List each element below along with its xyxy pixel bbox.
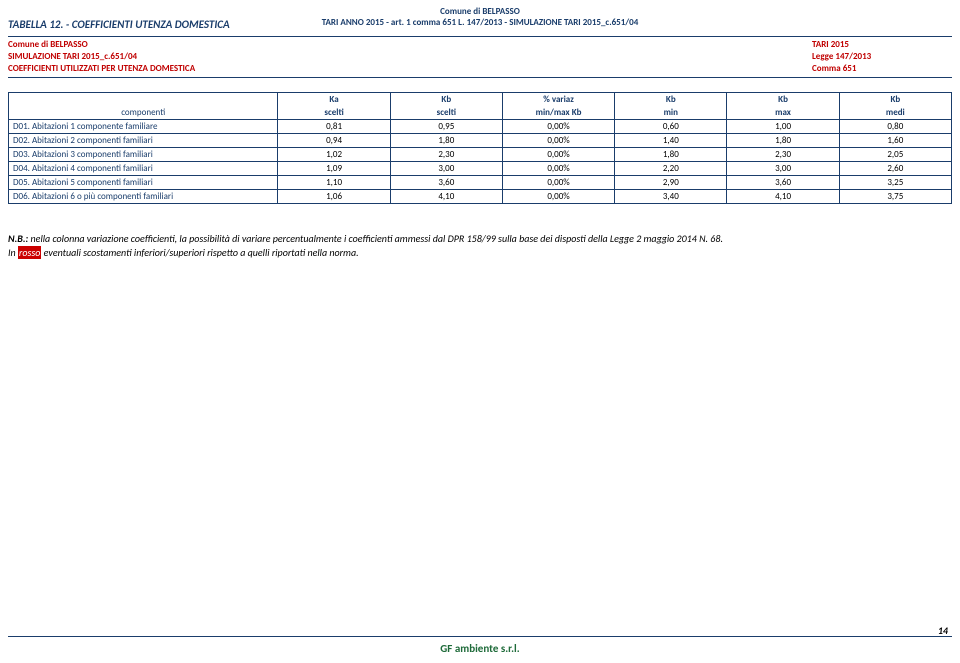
table-cell: 0,60 <box>615 120 727 134</box>
info-left-line3: COEFFICIENTI UTILIZZATI PER UTENZA DOMES… <box>8 63 752 75</box>
table-cell: 2,90 <box>615 176 727 190</box>
table-cell: 0,80 <box>839 120 951 134</box>
table-cell: 2,60 <box>839 162 951 176</box>
table-row-label: D06. Abitazioni 6 o più componenti famil… <box>9 190 278 204</box>
table-cell: 0,00% <box>502 134 614 148</box>
table-cell: 0,00% <box>502 148 614 162</box>
table-row: D06. Abitazioni 6 o più componenti famil… <box>9 190 952 204</box>
footnote-prefix: N.B.: <box>8 232 31 245</box>
coefficients-table: KaKb% variazKbKbKb componentisceltiscelt… <box>8 92 952 204</box>
table-header-bot-cell: max <box>727 106 839 120</box>
footnote-rosso: rosso <box>18 246 41 259</box>
table-header-top-cell: Kb <box>839 93 951 107</box>
table-row-label: D05. Abitazioni 5 componenti familiari <box>9 176 278 190</box>
table-cell: 4,10 <box>390 190 502 204</box>
table-cell: 4,10 <box>727 190 839 204</box>
footnote-line2-prefix: In <box>8 246 18 259</box>
table-body: D01. Abitazioni 1 componente familiare0,… <box>9 120 952 204</box>
info-right-line1: TARI 2015 <box>812 39 952 51</box>
info-right-line2: Legge 147/2013 <box>812 51 952 63</box>
table-cell: 1,80 <box>727 134 839 148</box>
table-header-top-cell <box>9 93 278 107</box>
table-row: D05. Abitazioni 5 componenti familiari1,… <box>9 176 952 190</box>
header-line1: Comune di BELPASSO <box>0 6 960 17</box>
table-row: D03. Abitazioni 3 componenti familiari1,… <box>9 148 952 162</box>
table-header-bot-cell: medi <box>839 106 951 120</box>
table-cell: 0,00% <box>502 190 614 204</box>
table-cell: 1,00 <box>727 120 839 134</box>
table-cell: 0,00% <box>502 176 614 190</box>
info-right: TARI 2015 Legge 147/2013 Comma 651 <box>752 39 952 75</box>
table-header-bot-cell: min <box>615 106 727 120</box>
table-row-label: D01. Abitazioni 1 componente familiare <box>9 120 278 134</box>
info-left: Comune di BELPASSO SIMULAZIONE TARI 2015… <box>8 39 752 75</box>
table-cell: 2,30 <box>390 148 502 162</box>
table-cell: 0,95 <box>390 120 502 134</box>
info-left-line2: SIMULAZIONE TARI 2015_c.651/04 <box>8 51 752 63</box>
table-cell: 2,20 <box>615 162 727 176</box>
table-cell: 0,81 <box>278 120 390 134</box>
table-header-top-cell: Ka <box>278 93 390 107</box>
table-cell: 1,60 <box>839 134 951 148</box>
table-row: D04. Abitazioni 4 componenti familiari1,… <box>9 162 952 176</box>
footer-line <box>8 636 952 637</box>
table-header-row-bot: componentisceltisceltimin/max Kbminmaxme… <box>9 106 952 120</box>
info-block: Comune di BELPASSO SIMULAZIONE TARI 2015… <box>8 36 952 78</box>
table-cell: 3,75 <box>839 190 951 204</box>
info-left-line1: Comune di BELPASSO <box>8 39 752 51</box>
table-cell: 1,02 <box>278 148 390 162</box>
table-cell: 3,40 <box>615 190 727 204</box>
table-cell: 3,00 <box>727 162 839 176</box>
table-cell: 0,00% <box>502 120 614 134</box>
table-cell: 1,06 <box>278 190 390 204</box>
table-cell: 1,09 <box>278 162 390 176</box>
footer-company: GF ambiente s.r.l. <box>0 642 960 655</box>
table-header-row-top: KaKb% variazKbKbKb <box>9 93 952 107</box>
table-cell: 3,00 <box>390 162 502 176</box>
table-header-bot-cell: componenti <box>9 106 278 120</box>
table-header-top-cell: Kb <box>727 93 839 107</box>
table-title: TABELLA 12. - COEFFICIENTI UTENZA DOMEST… <box>8 18 230 31</box>
table-cell: 3,60 <box>390 176 502 190</box>
table-cell: 0,94 <box>278 134 390 148</box>
table-header-top-cell: % variaz <box>502 93 614 107</box>
footnote-text1: nella colonna variazione coefficienti, l… <box>31 232 723 245</box>
table-cell: 3,25 <box>839 176 951 190</box>
table-cell: 0,00% <box>502 162 614 176</box>
table-cell: 2,30 <box>727 148 839 162</box>
table-cell: 1,80 <box>390 134 502 148</box>
table-cell: 1,40 <box>615 134 727 148</box>
table-cell: 1,80 <box>615 148 727 162</box>
table-cell: 1,10 <box>278 176 390 190</box>
table-cell: 3,60 <box>727 176 839 190</box>
table-header-bot-cell: min/max Kb <box>502 106 614 120</box>
info-right-line3: Comma 651 <box>812 63 952 75</box>
table-cell: 2,05 <box>839 148 951 162</box>
table-row: D01. Abitazioni 1 componente familiare0,… <box>9 120 952 134</box>
table-header-top-cell: Kb <box>390 93 502 107</box>
table-row-label: D02. Abitazioni 2 componenti familiari <box>9 134 278 148</box>
table-row-label: D03. Abitazioni 3 componenti familiari <box>9 148 278 162</box>
table-header-top-cell: Kb <box>615 93 727 107</box>
table-head: KaKb% variazKbKbKb componentisceltiscelt… <box>9 93 952 120</box>
footnote-line2-suffix: eventuali scostamenti inferiori/superior… <box>41 246 358 259</box>
table-header-bot-cell: scelti <box>278 106 390 120</box>
table-header-bot-cell: scelti <box>390 106 502 120</box>
footnote: N.B.: nella colonna variazione coefficie… <box>8 232 948 259</box>
table-row-label: D04. Abitazioni 4 componenti familiari <box>9 162 278 176</box>
table-row: D02. Abitazioni 2 componenti familiari0,… <box>9 134 952 148</box>
